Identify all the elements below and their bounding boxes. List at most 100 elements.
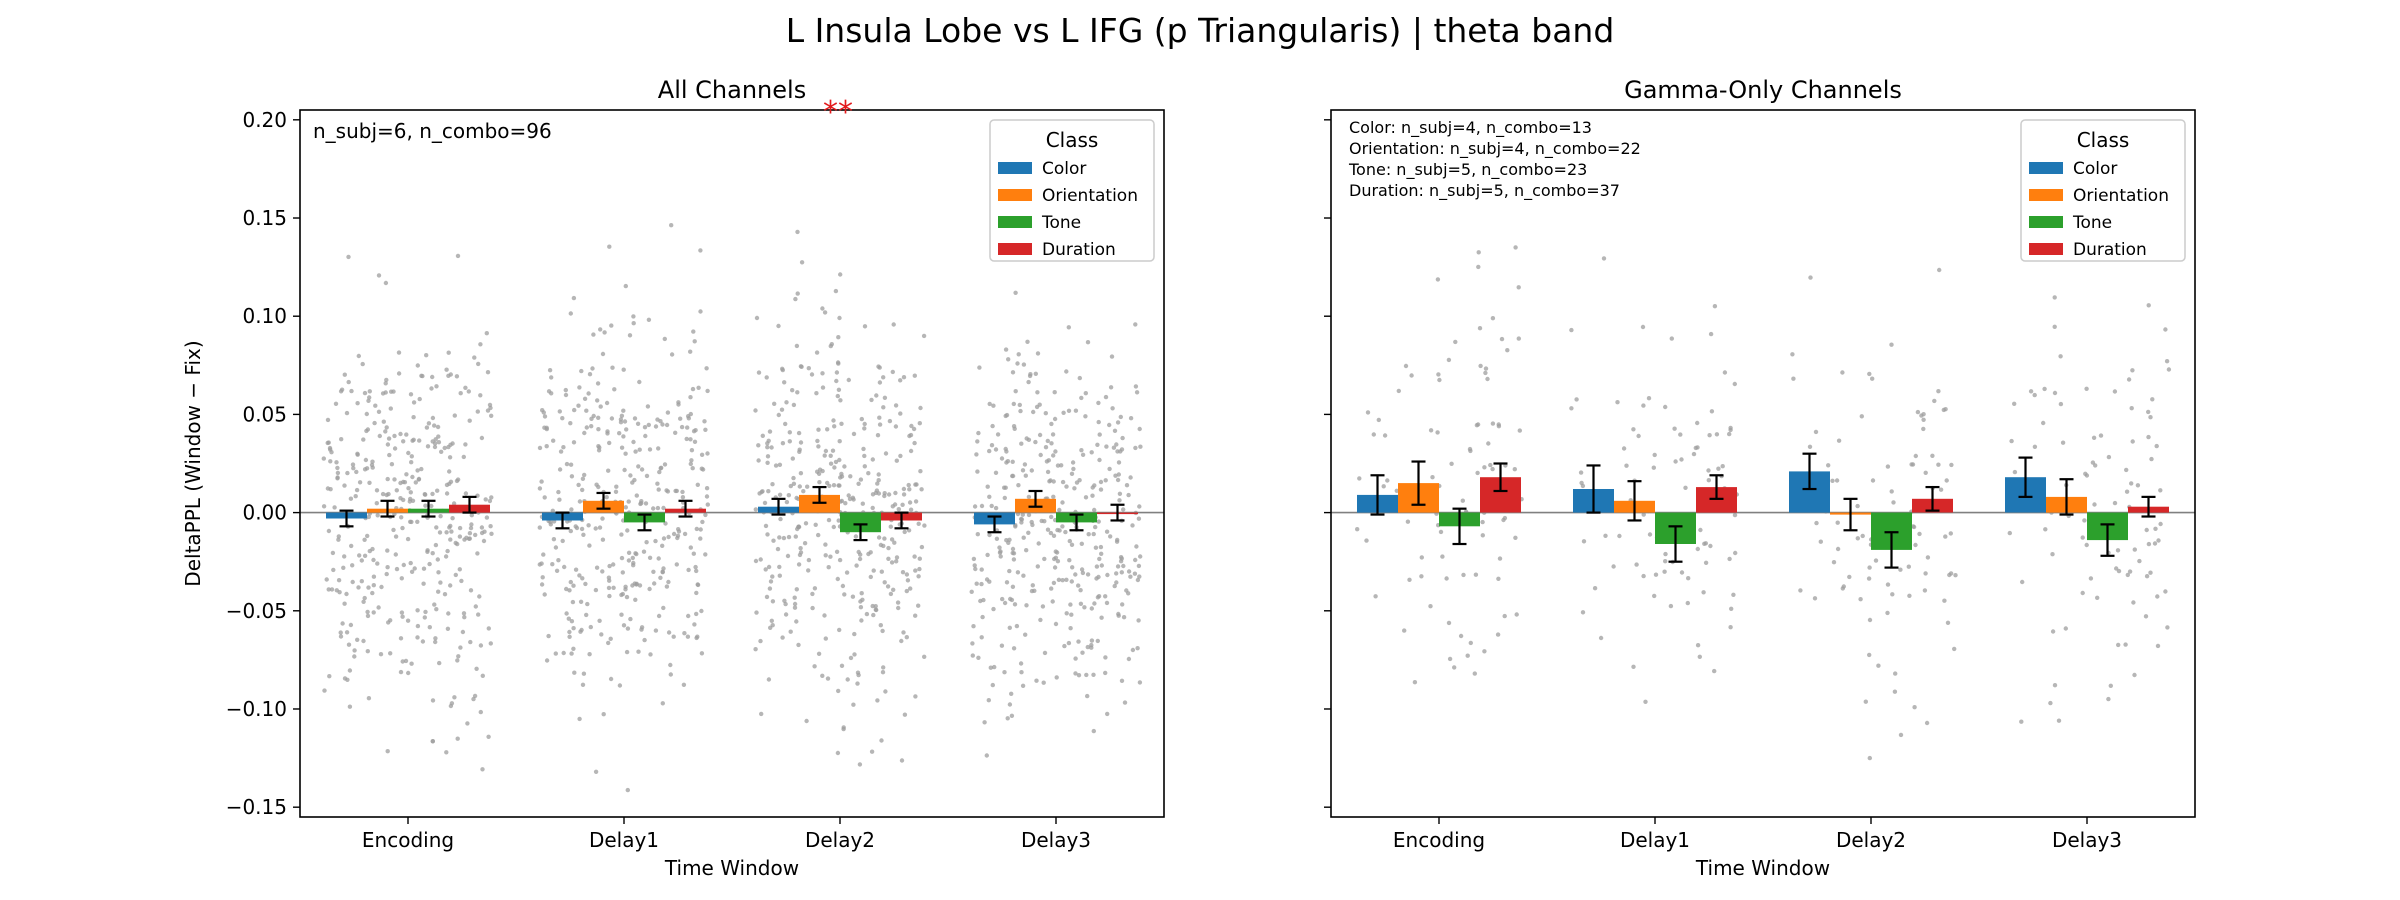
scatter-point [893,490,898,496]
scatter-point [901,486,907,492]
scatter-point [450,516,455,521]
scatter-point [2042,386,2047,392]
scatter-point [1403,363,1409,369]
scatter-point [1712,304,1718,309]
scatter-point [814,391,819,396]
scatter-point [613,489,619,494]
scatter-point [660,422,665,427]
scatter-point [1105,572,1110,578]
scatter-point [351,466,356,471]
scatter-point [409,519,414,525]
scatter-point [1018,661,1024,666]
scatter-point [1099,551,1104,556]
scatter-point [647,586,652,592]
scatter-point [1601,256,1607,261]
scatter-point [571,646,576,651]
scatter-point [1053,621,1059,627]
scatter-point [754,315,760,321]
scatter-point [883,689,888,694]
scatter-point [1480,519,1485,525]
scatter-point [446,350,451,355]
scatter-point [352,654,357,659]
scatter-point [570,599,576,605]
scatter-point [1029,468,1035,473]
scatter-point [658,419,663,424]
scatter-point [760,433,765,438]
scatter-point [822,453,827,458]
scatter-point [560,416,565,421]
scatter-point [1133,322,1138,327]
scatter-point [354,487,360,493]
scatter-point [451,501,457,506]
scatter-point [608,636,613,641]
scatter-point [1885,582,1891,587]
scatter-point [916,603,921,608]
scatter-point [342,372,347,377]
scatter-point [874,393,879,398]
scatter-point [1863,699,1869,704]
scatter-point [661,536,667,541]
scatter-point [1052,556,1057,562]
scatter-point [834,549,840,554]
scatter-point [385,565,390,570]
scatter-point [1097,457,1102,463]
scatter-point [898,453,903,459]
scatter-point [1066,640,1072,646]
scatter-point [1483,370,1488,376]
scatter-point [1124,483,1130,488]
scatter-point [1126,569,1132,574]
scatter-point [836,688,841,694]
scatter-point [895,600,901,605]
scatter-point [1031,409,1036,415]
scatter-point [844,570,850,575]
scatter-point [881,665,886,670]
scatter-point [851,702,856,707]
scatter-point [569,651,574,656]
scatter-point [876,478,881,483]
scatter-point [2137,558,2142,564]
scatter-point [676,527,681,532]
scatter-point [458,645,463,650]
scatter-point [908,448,914,454]
scatter-point [354,469,359,475]
scatter-point [862,453,867,459]
scatter-point [1098,479,1104,485]
scatter-point [321,504,327,509]
scatter-point [2095,595,2100,600]
scatter-point [679,424,685,430]
scatter-point [763,567,768,572]
scatter-point [651,506,656,511]
scatter-point [836,483,841,488]
scatter-point [1889,342,1894,347]
scatter-point [1064,484,1069,489]
scatter-point [2080,535,2085,540]
scatter-point [695,482,700,487]
scatter-point [539,582,545,587]
scatter-point [433,636,438,641]
scatter-point [1925,555,1931,560]
scatter-point [619,592,624,598]
scatter-point [581,532,586,537]
scatter-point [614,484,619,489]
scatter-point [1060,524,1065,529]
scatter-point [596,427,601,432]
scatter-point [338,630,343,635]
scatter-point [365,649,370,654]
scatter-point [2082,518,2087,523]
scatter-point [904,635,909,640]
scatter-point [468,588,474,593]
scatter-point [633,597,638,602]
scatter-point [1437,377,1442,383]
scatter-point [546,633,551,639]
scatter-point [1042,650,1048,656]
scatter-point [1695,420,1700,426]
scatter-point [689,458,694,463]
scatter-point [1574,397,1579,402]
scatter-point [1092,507,1097,513]
scatter-point [848,655,854,661]
scatter-point [890,504,895,509]
scatter-point [823,553,828,558]
scatter-point [486,734,491,739]
